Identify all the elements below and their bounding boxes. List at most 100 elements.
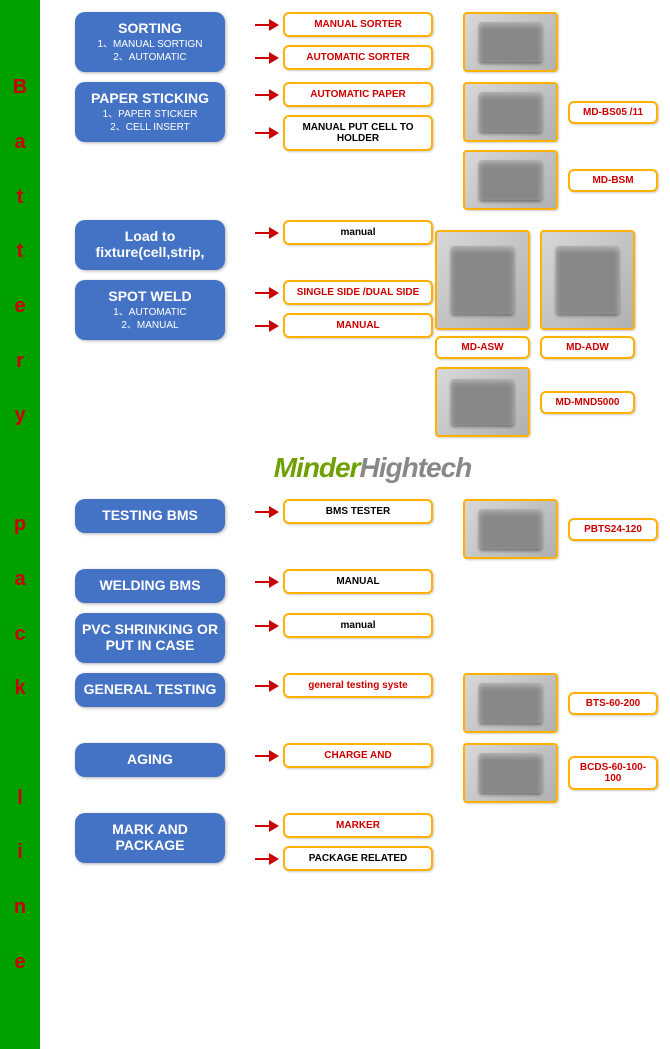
process-title: Load to fixture(cell,strip, — [81, 228, 219, 260]
process-row: WELDING BMS MANUAL — [75, 569, 670, 603]
image-row: BTS-60-200 — [463, 673, 658, 733]
sub-box: MANUAL PUT CELL TO HOLDER — [283, 115, 433, 151]
sub-box: MANUAL — [283, 313, 433, 338]
sub-box: MARKER — [283, 813, 433, 838]
process-subtext: 1、PAPER STICKER — [81, 108, 219, 121]
sidebar-letter: a — [14, 569, 25, 589]
image-column: BTS-60-200 — [463, 673, 658, 733]
sidebar-letter: a — [14, 132, 25, 152]
sub-column: MANUAL SORTERAUTOMATIC SORTER — [255, 12, 433, 70]
sidebar-letter: e — [14, 952, 25, 972]
sidebar-letter: y — [14, 405, 25, 425]
sub-column: general testing syste — [255, 673, 433, 698]
arrow-icon — [255, 127, 279, 139]
sub-box: PACKAGE RELATED — [283, 846, 433, 871]
process-box: SORTING1、MANUAL SORTIGN2、AUTOMATIC — [75, 12, 225, 72]
process-title: PVC SHRINKING OR PUT IN CASE — [81, 621, 219, 653]
process-title: TESTING BMS — [81, 507, 219, 523]
image-column — [463, 12, 558, 72]
sidebar-letter: r — [16, 351, 24, 371]
arrow-icon — [255, 750, 279, 762]
arrow-icon — [255, 576, 279, 588]
process-title: WELDING BMS — [81, 577, 219, 593]
sub-box: MANUAL SORTER — [283, 12, 433, 37]
arrow-icon — [255, 227, 279, 239]
image-column: MD-BS05 /11 MD-BSM — [463, 82, 658, 210]
process-title: SORTING — [81, 20, 219, 36]
process-title: PAPER STICKING — [81, 90, 219, 106]
image-row — [463, 12, 558, 72]
process-title: AGING — [81, 751, 219, 767]
arrow-icon — [255, 19, 279, 31]
content-area: SORTING1、MANUAL SORTIGN2、AUTOMATICMANUAL… — [40, 0, 670, 1049]
process-row: SORTING1、MANUAL SORTIGN2、AUTOMATICMANUAL… — [75, 12, 670, 72]
arrow-icon — [255, 320, 279, 332]
sidebar-letter: i — [17, 842, 23, 862]
process-row: TESTING BMS BMS TESTER PBTS24-120 — [75, 499, 670, 559]
equipment-image — [463, 12, 558, 72]
process-box: SPOT WELD 1、AUTOMATIC2、MANUAL — [75, 280, 225, 340]
sub-box: general testing syste — [283, 673, 433, 698]
arrow-icon — [255, 287, 279, 299]
sidebar-letter: c — [14, 624, 25, 644]
sidebar-letter: n — [14, 897, 26, 917]
sub-column: MANUAL — [255, 569, 433, 594]
arrow-icon — [255, 506, 279, 518]
process-subtext: 1、AUTOMATIC — [81, 306, 219, 319]
sub-column: SINGLE SIDE /DUAL SIDE MANUAL — [255, 280, 433, 338]
equipment-image — [435, 367, 530, 437]
brand-part2: Hightech — [360, 452, 472, 483]
equipment-label: MD-BS05 /11 — [568, 101, 658, 124]
process-subtext: 1、MANUAL SORTIGN — [81, 38, 219, 51]
equipment-image — [463, 743, 558, 803]
process-box: MARK AND PACKAGE — [75, 813, 225, 863]
sidebar-letter: B — [13, 77, 27, 97]
sub-box: SINGLE SIDE /DUAL SIDE — [283, 280, 433, 305]
sub-box: CHARGE AND — [283, 743, 433, 768]
sub-column: manual — [255, 220, 433, 245]
equipment-label: BTS-60-200 — [568, 692, 658, 715]
process-row: MARK AND PACKAGE MARKER PACKAGE RELATED — [75, 813, 670, 871]
sidebar-letter: t — [17, 187, 24, 207]
sub-box: MANUAL — [283, 569, 433, 594]
equipment-image — [463, 82, 558, 142]
process-box: GENERAL TESTING — [75, 673, 225, 707]
equipment-image — [463, 673, 558, 733]
process-box: PAPER STICKING1、PAPER STICKER2、CELL INSE… — [75, 82, 225, 142]
sub-column: manual — [255, 613, 433, 638]
process-row: AGING CHARGE AND BCDS-60-100-100 — [75, 743, 670, 803]
arrow-icon — [255, 620, 279, 632]
process-box: WELDING BMS — [75, 569, 225, 603]
image-row: MD-BSM — [463, 150, 658, 210]
sidebar-letter: t — [17, 241, 24, 261]
equipment-image — [540, 230, 635, 330]
arrow-icon — [255, 52, 279, 64]
equipment-label: BCDS-60-100-100 — [568, 756, 658, 790]
equipment-label: PBTS24-120 — [568, 518, 658, 541]
image-column: BCDS-60-100-100 — [463, 743, 658, 803]
process-title: MARK AND PACKAGE — [81, 821, 219, 853]
arrow-icon — [255, 89, 279, 101]
process-box: AGING — [75, 743, 225, 777]
image-row: BCDS-60-100-100 — [463, 743, 658, 803]
sub-box: manual — [283, 220, 433, 245]
brand-part1: Minder — [274, 452, 360, 483]
sub-column: BMS TESTER — [255, 499, 433, 524]
equipment-label: MD-BSM — [568, 169, 658, 192]
process-box: Load to fixture(cell,strip, — [75, 220, 225, 270]
process-title: SPOT WELD — [81, 288, 219, 304]
sub-column: MARKER PACKAGE RELATED — [255, 813, 433, 871]
sidebar-letter: e — [14, 296, 25, 316]
process-row: PVC SHRINKING OR PUT IN CASE manual — [75, 613, 670, 663]
sub-box: AUTOMATIC PAPER — [283, 82, 433, 107]
equipment-image — [463, 150, 558, 210]
arrow-icon — [255, 820, 279, 832]
process-row: PAPER STICKING1、PAPER STICKER2、CELL INSE… — [75, 82, 670, 210]
process-box: PVC SHRINKING OR PUT IN CASE — [75, 613, 225, 663]
process-row: GENERAL TESTING general testing syste BTS-… — [75, 673, 670, 733]
equipment-label: MD-MND5000 — [540, 391, 635, 414]
sidebar-letter — [17, 460, 23, 480]
process-subtext: 2、MANUAL — [81, 319, 219, 332]
diagram-container: Battery pack line SORTING1、MANUAL SORTIG… — [0, 0, 670, 1049]
image-row: MD-BS05 /11 — [463, 82, 658, 142]
